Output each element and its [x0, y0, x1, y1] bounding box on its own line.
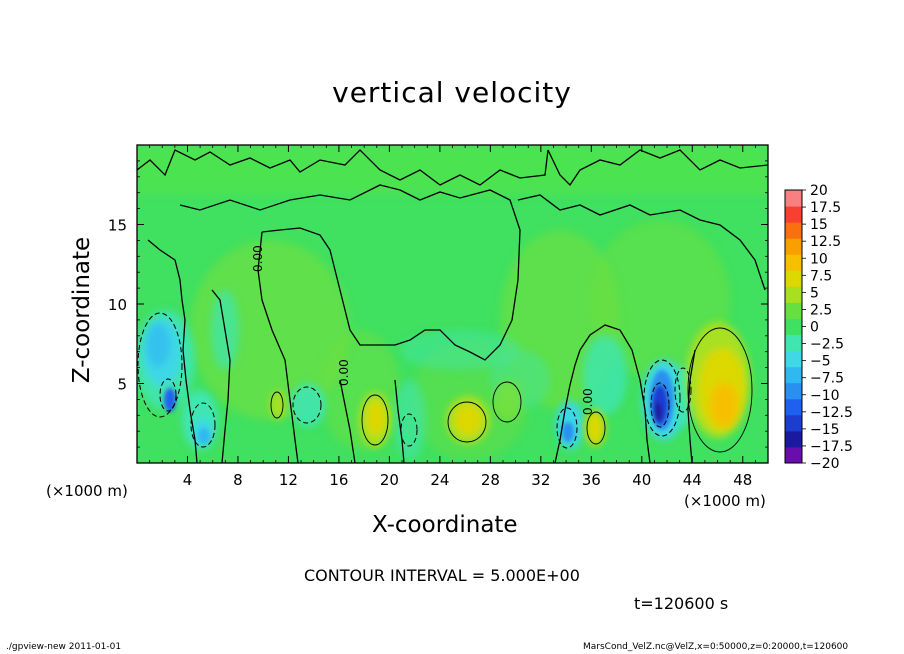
negative-contours — [137, 312, 692, 449]
x-tick-label: 8 — [233, 471, 243, 489]
colorbar-swatch — [785, 254, 802, 271]
y-axis: 5 10 15 — [108, 160, 768, 448]
colorbar-label: −2.5 — [810, 337, 844, 353]
colorbar-swatch — [785, 382, 802, 400]
colorbar-swatch — [785, 350, 802, 368]
x-unit-label-right: (×1000 m) — [684, 492, 766, 510]
x-axis-label: X-coordinate — [372, 512, 518, 538]
chart-title: vertical velocity — [332, 76, 572, 109]
colorbar-swatch — [785, 206, 802, 223]
contour-label: 0.00 — [251, 245, 265, 272]
colorbar-swatch — [785, 398, 802, 416]
x-tick-label: 24 — [430, 471, 449, 489]
contour-interval-text: CONTOUR INTERVAL = 5.000E+00 — [304, 566, 580, 585]
colorbar-swatch — [785, 302, 802, 319]
colorbar-label: 12.5 — [810, 234, 841, 250]
colorbar-swatch — [785, 446, 802, 464]
colorbar-swatch — [785, 286, 802, 303]
x-tick-label: 12 — [279, 471, 298, 489]
x-tick-label: 36 — [582, 471, 601, 489]
x-tick-label: 16 — [329, 471, 348, 489]
colorbar-label: −20 — [810, 456, 840, 472]
colorbar-label: −15 — [810, 422, 840, 438]
contour-label: 0.00 — [581, 388, 595, 415]
colorbar-label: 7.5 — [810, 268, 832, 284]
colorbar-label: −7.5 — [810, 371, 844, 387]
x-tick-label: 4 — [183, 471, 193, 489]
colorbar-swatch — [785, 430, 802, 448]
colorbar-swatch — [785, 334, 802, 352]
x-tick-label: 32 — [531, 471, 550, 489]
colorbar-swatch — [785, 318, 802, 336]
x-tick-label: 48 — [733, 471, 752, 489]
y-tick-label: 15 — [108, 217, 127, 235]
positive-contours — [270, 327, 753, 453]
colorbar-label: −17.5 — [810, 439, 853, 455]
x-tick-label: 28 — [481, 471, 500, 489]
colorbar-label: −5 — [810, 354, 831, 370]
x-unit-label-left: (×1000 m) — [46, 482, 128, 500]
colorbar-swatch — [785, 190, 802, 207]
plot-field: 0.00 0.00 0.00 — [137, 145, 768, 463]
x-axis: 4 8 12 16 20 24 28 32 36 40 44 48 — [149, 145, 756, 489]
footer-right: MarsCond_VelZ.nc@VelZ,x=0:50000,z=0:2000… — [583, 642, 849, 652]
y-tick-label: 5 — [117, 376, 127, 394]
colorbar-label: 5 — [810, 285, 819, 301]
x-tick-label: 20 — [380, 471, 399, 489]
colorbar-swatch — [785, 222, 802, 239]
colorbar-label: 10 — [810, 251, 828, 267]
x-tick-label: 40 — [632, 471, 651, 489]
zero-contours — [137, 149, 768, 463]
contour-labels: 0.00 0.00 0.00 — [251, 245, 595, 415]
x-tick-label: 44 — [683, 471, 702, 489]
colorbar-swatch — [785, 414, 802, 432]
colorbar-label: 20 — [810, 183, 828, 199]
colorbar-label: 15 — [810, 217, 828, 233]
time-label: t=120600 s — [634, 594, 729, 613]
colorbar-label: 2.5 — [810, 302, 832, 318]
colorbar-swatch — [785, 238, 802, 255]
colorbar-label: 17.5 — [810, 200, 841, 216]
colorbar-label: −10 — [810, 388, 840, 404]
colorbar-label: −12.5 — [810, 405, 853, 421]
colorbar-swatch — [785, 270, 802, 287]
colorbar-swatch — [785, 366, 802, 384]
y-axis-label: Z-coordinate — [69, 236, 95, 384]
contour-label: 0.00 — [337, 359, 351, 386]
y-tick-label: 10 — [108, 296, 127, 314]
colorbar-label: 0 — [810, 320, 819, 336]
footer-left: ./gpview-new 2011-01-01 — [6, 642, 122, 652]
